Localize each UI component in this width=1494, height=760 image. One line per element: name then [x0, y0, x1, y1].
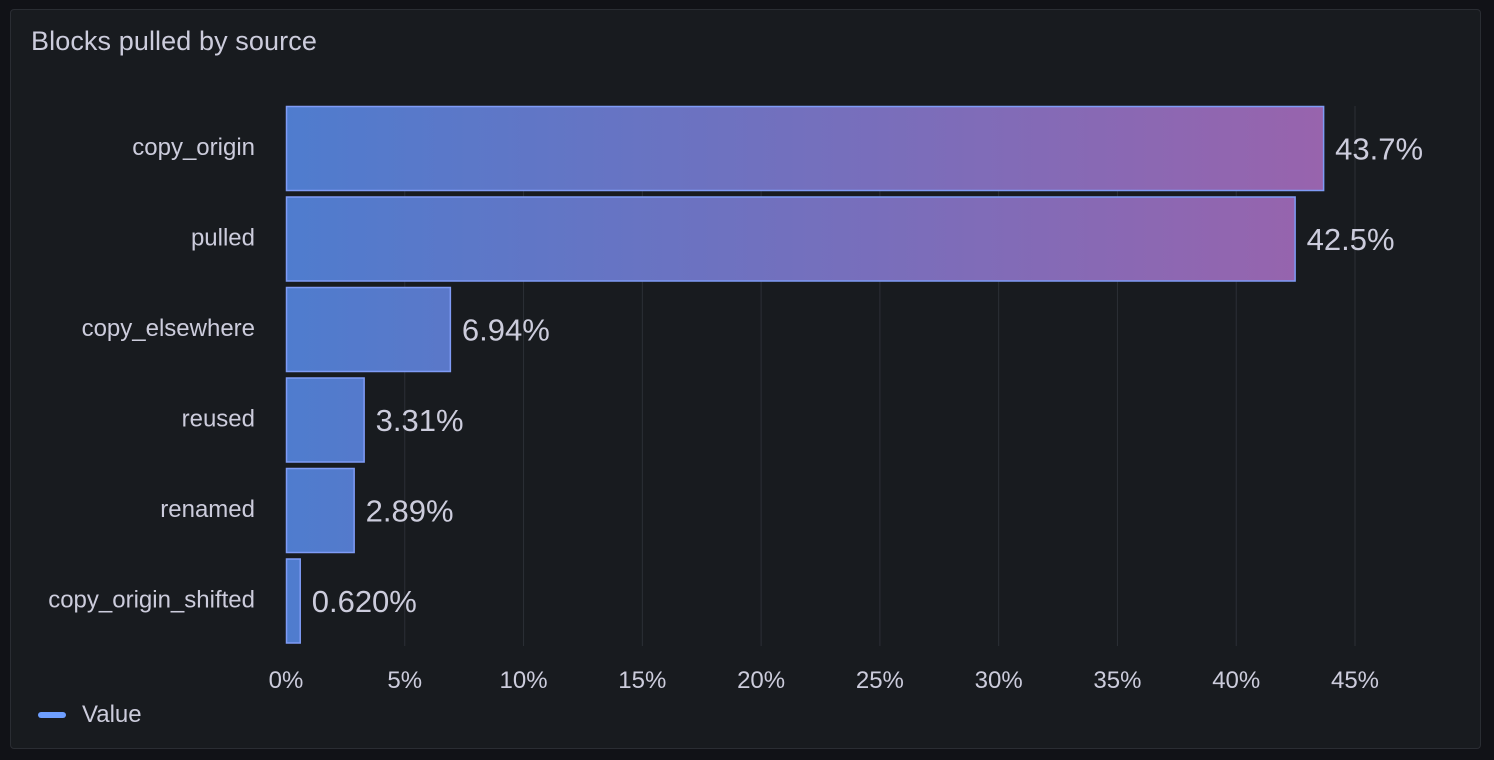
bar[interactable] [285, 286, 452, 373]
x-tick-label: 40% [1212, 667, 1260, 694]
panel-title: Blocks pulled by source [31, 26, 317, 56]
x-tick-label: 20% [737, 667, 785, 694]
value-label: 0.620% [312, 584, 417, 619]
labels: 0% 5% 10% 15% 20% 25% 30% 35% 40% 45% copy_origin 4… [48, 132, 1423, 694]
bar[interactable] [285, 558, 301, 644]
value-label: 3.31% [376, 403, 464, 438]
category-label: renamed [160, 496, 255, 523]
x-tick-label: 25% [856, 667, 904, 694]
legend-swatch [38, 712, 66, 718]
x-tick-label: 0% [269, 667, 304, 694]
value-label: 43.7% [1335, 132, 1423, 167]
value-label: 2.89% [366, 494, 454, 529]
value-label: 6.94% [462, 313, 550, 348]
bars [285, 105, 1325, 644]
category-label: pulled [191, 224, 255, 251]
bar[interactable] [285, 105, 1325, 192]
legend-label: Value [82, 701, 142, 728]
x-tick-label: 30% [975, 667, 1023, 694]
legend[interactable]: Value [38, 701, 142, 729]
category-label: copy_origin [132, 134, 255, 161]
x-tick-label: 15% [618, 667, 666, 694]
bar[interactable] [285, 467, 355, 554]
x-tick-label: 35% [1093, 667, 1141, 694]
gridlines [404, 106, 1356, 646]
category-label: copy_origin_shifted [48, 586, 255, 613]
bar[interactable] [285, 377, 365, 463]
x-tick-label: 45% [1331, 667, 1379, 694]
x-tick-label: 5% [387, 667, 422, 694]
bar[interactable] [285, 196, 1296, 282]
x-tick-label: 10% [500, 667, 548, 694]
category-label: copy_elsewhere [82, 315, 255, 342]
category-label: reused [182, 405, 255, 432]
value-label: 42.5% [1307, 222, 1395, 257]
